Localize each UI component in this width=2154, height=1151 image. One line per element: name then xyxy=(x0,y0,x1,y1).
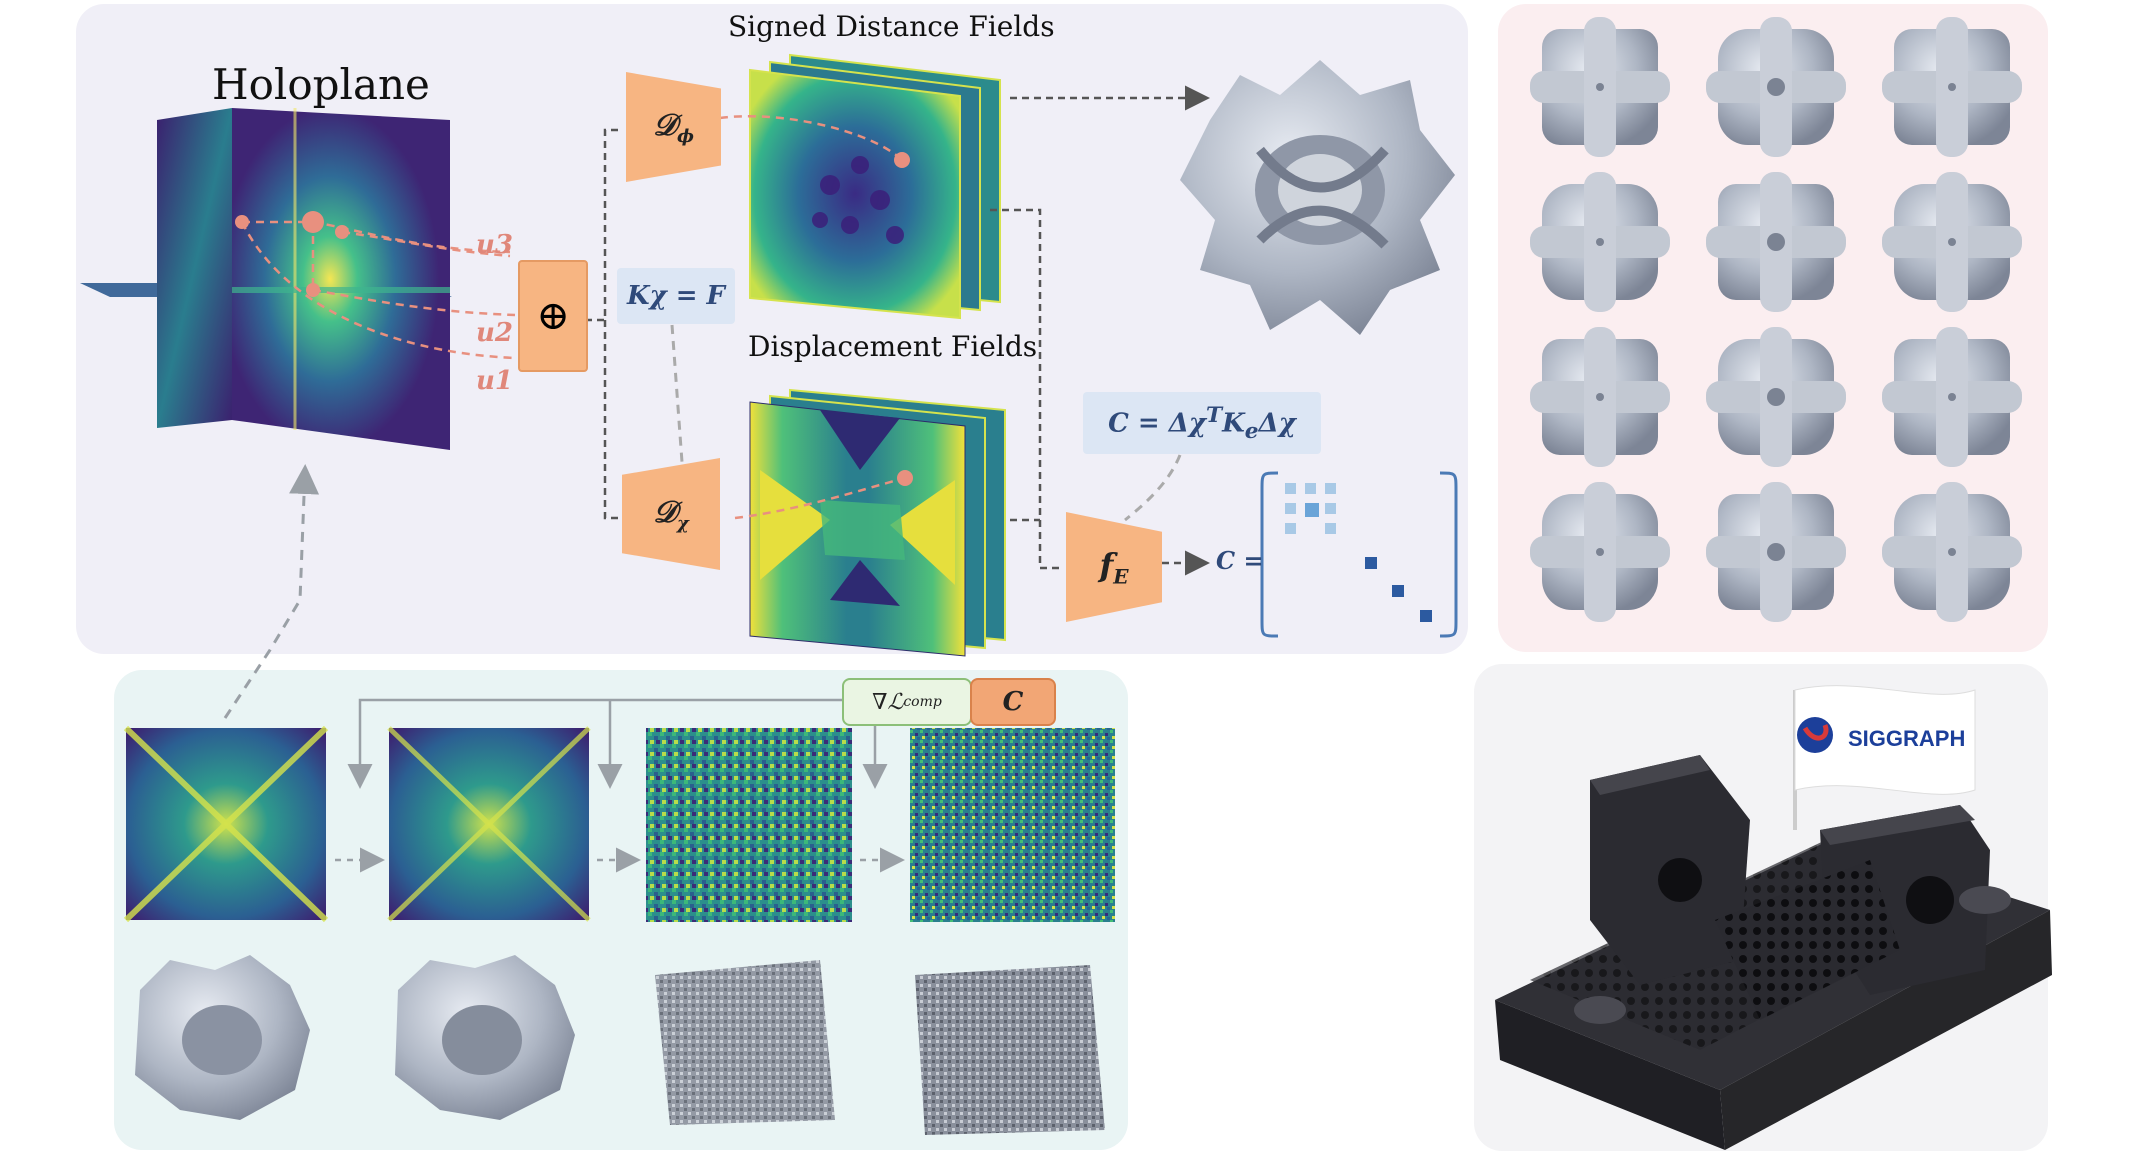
compliance-eq-k: K xyxy=(1222,408,1245,439)
u2-text: u2 xyxy=(476,318,513,348)
query-point-b xyxy=(335,225,349,239)
gallery-shape xyxy=(1706,482,1846,622)
c-equals-label: C = xyxy=(1216,546,1264,575)
oplus-symbol: ⊕ xyxy=(536,293,570,339)
sdf-decoder-symbol: 𝒟 xyxy=(653,107,677,143)
kchi-equation: Kχ = F xyxy=(626,281,726,311)
u2-label: u2 xyxy=(476,318,513,348)
u1-label: u1 xyxy=(476,366,513,396)
optimization-heatmaps xyxy=(123,725,1115,923)
holoplane-graphic xyxy=(80,108,452,450)
displacement-title: Displacement Fields xyxy=(748,330,1038,363)
siggraph-flag-text: SIGGRAPH xyxy=(1848,726,1966,751)
displacement-decoder: 𝒟χ xyxy=(622,458,720,570)
gallery-shape xyxy=(1706,172,1846,312)
loss-sub: comp xyxy=(903,694,942,710)
compliance-loss-gradient: ∇ℒ comp xyxy=(842,678,972,726)
equilibrium-equation: Kχ = F xyxy=(617,268,735,324)
u3-text: u3 xyxy=(476,230,513,260)
gallery-shape xyxy=(1530,172,1670,312)
displacement-stack xyxy=(749,388,1006,657)
query-point-c xyxy=(306,283,320,297)
disp-decoder-symbol: 𝒟 xyxy=(653,494,678,530)
fe-symbol: f xyxy=(1099,545,1114,584)
query-point-main xyxy=(302,211,324,233)
gallery-shape xyxy=(1882,17,2022,157)
sdf-stack xyxy=(749,53,1001,320)
c-box-text: C xyxy=(1002,687,1024,717)
u3-label: u3 xyxy=(476,230,513,260)
optimization-shapes xyxy=(135,955,1105,1135)
compliance-equation: C = ΔχTKeΔχ xyxy=(1083,392,1321,454)
gallery-shape xyxy=(1882,482,2022,622)
sdf-decoder: 𝒟ϕ xyxy=(626,72,721,182)
compliance-eq-sub: e xyxy=(1244,418,1259,444)
gallery-shape xyxy=(1706,327,1846,467)
output-sdf-shape xyxy=(1180,60,1455,335)
loss-symbol: ∇ℒ xyxy=(872,689,904,715)
gallery-shape xyxy=(1882,172,2022,312)
feedback-arrow xyxy=(223,464,320,719)
holoplane-title: Holoplane xyxy=(212,60,430,109)
compliance-c-box: C xyxy=(970,678,1056,726)
fe-sub: E xyxy=(1113,564,1129,589)
compliance-eq-sup: T xyxy=(1206,402,1223,428)
u1-text: u1 xyxy=(476,366,513,396)
disp-decoder-sub: χ xyxy=(677,512,689,534)
compliance-eq-head: C = Δχ xyxy=(1108,408,1207,439)
concat-operator: ⊕ xyxy=(518,260,588,372)
elasticity-network: fE xyxy=(1066,512,1162,622)
pipeline-connectors xyxy=(585,85,1210,576)
query-point-projections xyxy=(240,220,516,360)
gallery-shape xyxy=(1530,327,1670,467)
printed-part xyxy=(1495,685,2052,1150)
gallery-shape xyxy=(1882,327,2022,467)
gallery-shape xyxy=(1530,17,1670,157)
gallery-shape xyxy=(1530,482,1670,622)
compliance-eq-end: Δχ xyxy=(1258,408,1296,439)
sdf-decoder-sub: ϕ xyxy=(677,125,694,147)
stiffness-matrix xyxy=(1260,471,1458,638)
shape-gallery xyxy=(1530,17,2022,622)
sdf-title: Signed Distance Fields xyxy=(728,10,1055,43)
gallery-shape xyxy=(1706,17,1846,157)
query-point-a xyxy=(235,215,249,229)
